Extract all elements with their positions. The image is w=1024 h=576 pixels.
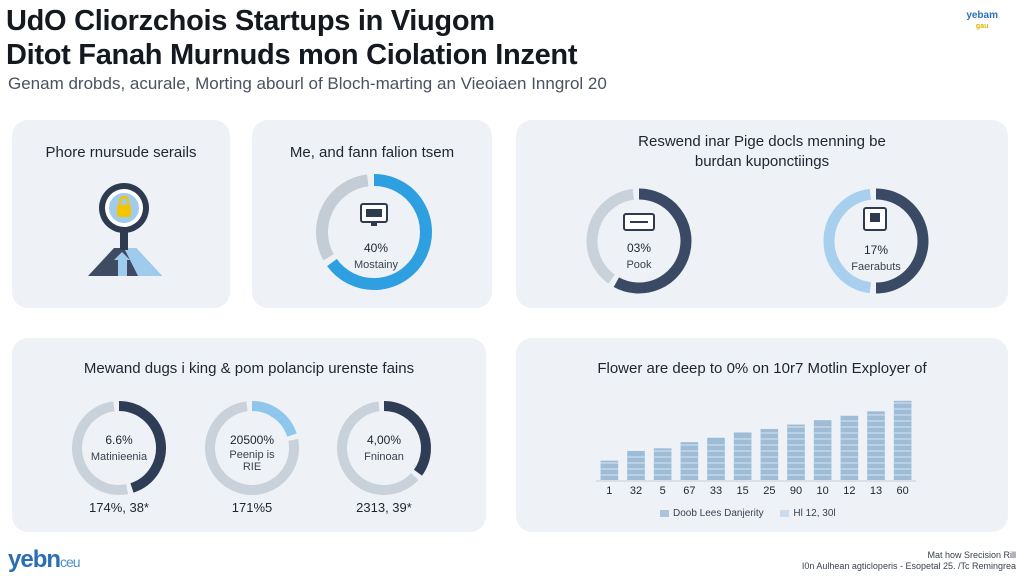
bar-tick-label: 90 xyxy=(790,485,802,497)
bar-tick-label: 33 xyxy=(710,485,722,497)
bar xyxy=(840,415,859,480)
donut-reswend-2-label: 17% Faerabuts xyxy=(816,242,936,276)
legend-item-1: Doob Lees Danjerity xyxy=(673,508,764,519)
donut-reswend-1-label: 03% Pook xyxy=(579,240,699,274)
donut-mewand-2-value: 20500% xyxy=(229,433,275,447)
panel-flower: Flower are deep to 0% on 10r7 Motlin Exp… xyxy=(516,338,1008,532)
brand-name: yebam xyxy=(966,10,998,21)
donut-mewand-3 xyxy=(337,401,431,495)
panel-mewand-title: Mewand dugs i king & pom polancip urenst… xyxy=(83,360,415,377)
title-line-1: UdO Cliorzchois Startups in Viugom xyxy=(6,5,495,37)
bar-tick-label: 15 xyxy=(737,485,749,497)
bar-tick-label: 13 xyxy=(870,485,882,497)
bar xyxy=(707,437,725,480)
bar xyxy=(893,400,912,480)
brand-logo-top: yebam gau xyxy=(966,10,998,32)
donut-mewand-3-footer: 2313, 39* xyxy=(356,500,412,515)
bar-tick-label: 5 xyxy=(660,485,666,497)
monitor-icon xyxy=(863,207,887,231)
donut-reswend-2 xyxy=(823,188,929,294)
footnote-line-1: Mat how Srecision Rill xyxy=(927,550,1016,560)
donut-reswend-1 xyxy=(586,188,692,294)
footnote: Mat how Srecision Rill I0n Aulhean agtic… xyxy=(802,550,1016,572)
legend-item-2: Hl 12, 30l xyxy=(793,508,836,519)
legend-swatch-2 xyxy=(780,509,790,517)
bar xyxy=(813,420,832,480)
magnifier-lock-icon xyxy=(88,183,162,276)
donut-track xyxy=(586,188,635,284)
bar xyxy=(680,442,699,480)
donut-mewand-1-footer: 174%, 38* xyxy=(89,500,149,515)
panel-phone-title: Phore rnursude serails xyxy=(45,144,197,161)
panel-media: Me, and fann falion tsem 40% Mostainy xyxy=(252,120,492,308)
donut-track xyxy=(316,174,369,261)
donut-reswend-2-sub: Faerabuts xyxy=(851,261,901,273)
logo-text: yebn xyxy=(8,546,61,573)
donut-arc xyxy=(383,401,431,476)
donut-mewand-2 xyxy=(205,401,299,495)
bar-tick-label: 12 xyxy=(843,485,855,497)
donut-mewand-1-sub: Matinieenia xyxy=(90,451,148,463)
brand-logo-bottom: yebnceu xyxy=(8,546,81,574)
donut-arc xyxy=(118,401,166,493)
donut-media-sub: Mostainy xyxy=(353,259,399,271)
panel-media-title: Me, and fann falion tsem xyxy=(289,144,455,161)
logo-suffix: ceu xyxy=(60,554,81,570)
donut-mewand-3-sub: Fninoan xyxy=(364,451,404,463)
donut-mewand-2-label: 20500% Peenip is RIE xyxy=(192,432,312,473)
bar-tick-label: 32 xyxy=(630,485,642,497)
donut-media-label: 40% Mostainy xyxy=(316,240,436,274)
panel-reswend-title: Reswend inar Pige docls menning be burda… xyxy=(638,133,886,170)
donut-arc xyxy=(613,188,692,294)
donut-mewand-3-value: 4,00% xyxy=(366,433,402,447)
page-subtitle: Genam drobds, acurale, Morting abourl of… xyxy=(8,74,607,93)
title-line-2: Ditot Fanah Murnuds mon Ciolation Inzent xyxy=(6,39,578,71)
panel-reswend: Reswend inar Pige docls menning be burda… xyxy=(516,120,1008,308)
donut-media xyxy=(316,174,432,290)
donut-arc xyxy=(875,188,929,294)
bar xyxy=(867,411,885,480)
bar xyxy=(627,450,645,480)
donut-mewand-1-value: 6.6% xyxy=(105,433,133,447)
bar xyxy=(733,432,752,480)
bar-tick-label: 1 xyxy=(606,485,612,497)
panel-mewand: Mewand dugs i king & pom polancip urenst… xyxy=(12,338,486,532)
donut-track xyxy=(823,188,872,294)
donut-media-value: 40% xyxy=(363,241,389,255)
donut-mewand-2-footer: 171%5 xyxy=(231,500,273,515)
panel-flower-title: Flower are deep to 0% on 10r7 Motlin Exp… xyxy=(597,360,927,377)
monitor-icon xyxy=(360,203,388,226)
donut-mewand-2-sub: Peenip is RIE xyxy=(229,449,275,473)
bar-tick-label: 10 xyxy=(817,485,829,497)
bar-tick-label: 25 xyxy=(763,485,775,497)
donut-reswend-1-value: 03% xyxy=(626,241,652,255)
bar xyxy=(760,428,779,480)
donut-track xyxy=(72,401,129,495)
donut-mewand-1 xyxy=(72,401,166,495)
monitor-icon xyxy=(623,213,655,231)
footnote-line-2: I0n Aulhean agticloperis - Esopetal 25. … xyxy=(801,561,1016,571)
bar-chart: 1 32 5 67 33 15 25 90 10 12 13 60 xyxy=(596,400,916,497)
bar xyxy=(653,448,672,480)
bar-tick-label: 60 xyxy=(897,485,909,497)
panel-phone: Phore rnursude serails xyxy=(12,120,230,308)
donut-mewand-1-label: 6.6% Matinieenia xyxy=(59,432,179,466)
donut-reswend-2-value: 17% xyxy=(863,243,889,257)
donut-reswend-1-sub: Pook xyxy=(626,259,652,271)
donut-track xyxy=(337,401,419,495)
bar-legend: Doob Lees Danjerity Hl 12, 30l xyxy=(660,508,836,519)
bar-tick-label: 67 xyxy=(683,485,695,497)
legend-swatch-1 xyxy=(660,509,669,517)
donut-arc xyxy=(327,174,432,290)
donut-arc xyxy=(251,401,297,437)
brand-sub: gau xyxy=(975,23,989,30)
page-title: UdO Cliorzchois Startups in Viugom Ditot… xyxy=(6,4,577,72)
donut-mewand-3-label: 4,00% Fninoan xyxy=(324,432,444,466)
donut-track xyxy=(205,401,299,495)
